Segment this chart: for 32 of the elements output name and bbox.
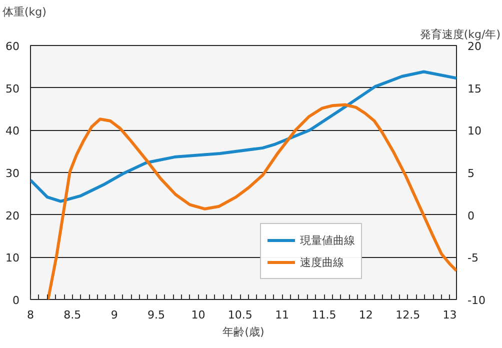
y-tick-label: 10	[6, 252, 20, 265]
y2-tick-label: 10	[468, 124, 482, 138]
x-tick-label: 9.5	[148, 308, 166, 322]
y2-tick-label: 5	[468, 167, 474, 180]
y-tick-label: 60	[6, 40, 20, 53]
x-tick-label: 12	[358, 308, 373, 322]
y2-tick-label: 20	[468, 40, 482, 53]
legend-label: 速度曲線	[300, 254, 344, 270]
y-tick-label: 50	[6, 82, 20, 96]
line-series	[30, 70, 456, 203]
x-tick-label: 13	[442, 308, 457, 322]
x-tick-label: 11.5	[312, 308, 336, 322]
x-tick-label: 12.5	[396, 308, 420, 322]
x-tick-label: 10	[191, 308, 206, 322]
y2-tick-label: 15	[468, 82, 482, 96]
x-tick-label: 8.5	[64, 308, 82, 322]
y2-tick-label: -10	[468, 294, 486, 307]
y-tick-label: 20	[6, 209, 20, 222]
legend-label: 現量値曲線	[300, 232, 355, 248]
y2-tick-label: -5	[468, 252, 478, 265]
y2-tick-label: 0	[468, 209, 474, 222]
y-tick-label: 40	[6, 124, 20, 138]
x-tick-label: 8	[27, 308, 34, 322]
y-tick-label: 0	[12, 294, 20, 307]
x-tick-label: 11	[275, 308, 290, 322]
x-tick-label: 10.5	[228, 308, 252, 322]
y2-axis-title: 発育速度(kg/年)	[420, 28, 501, 41]
x-tick-label: 9	[110, 308, 118, 322]
line-series	[46, 103, 456, 300]
y-axis-title: 体重(kg)	[2, 6, 46, 18]
y-tick-label: 30	[6, 167, 20, 180]
x-axis-title: 年齢(歳)	[222, 326, 264, 338]
